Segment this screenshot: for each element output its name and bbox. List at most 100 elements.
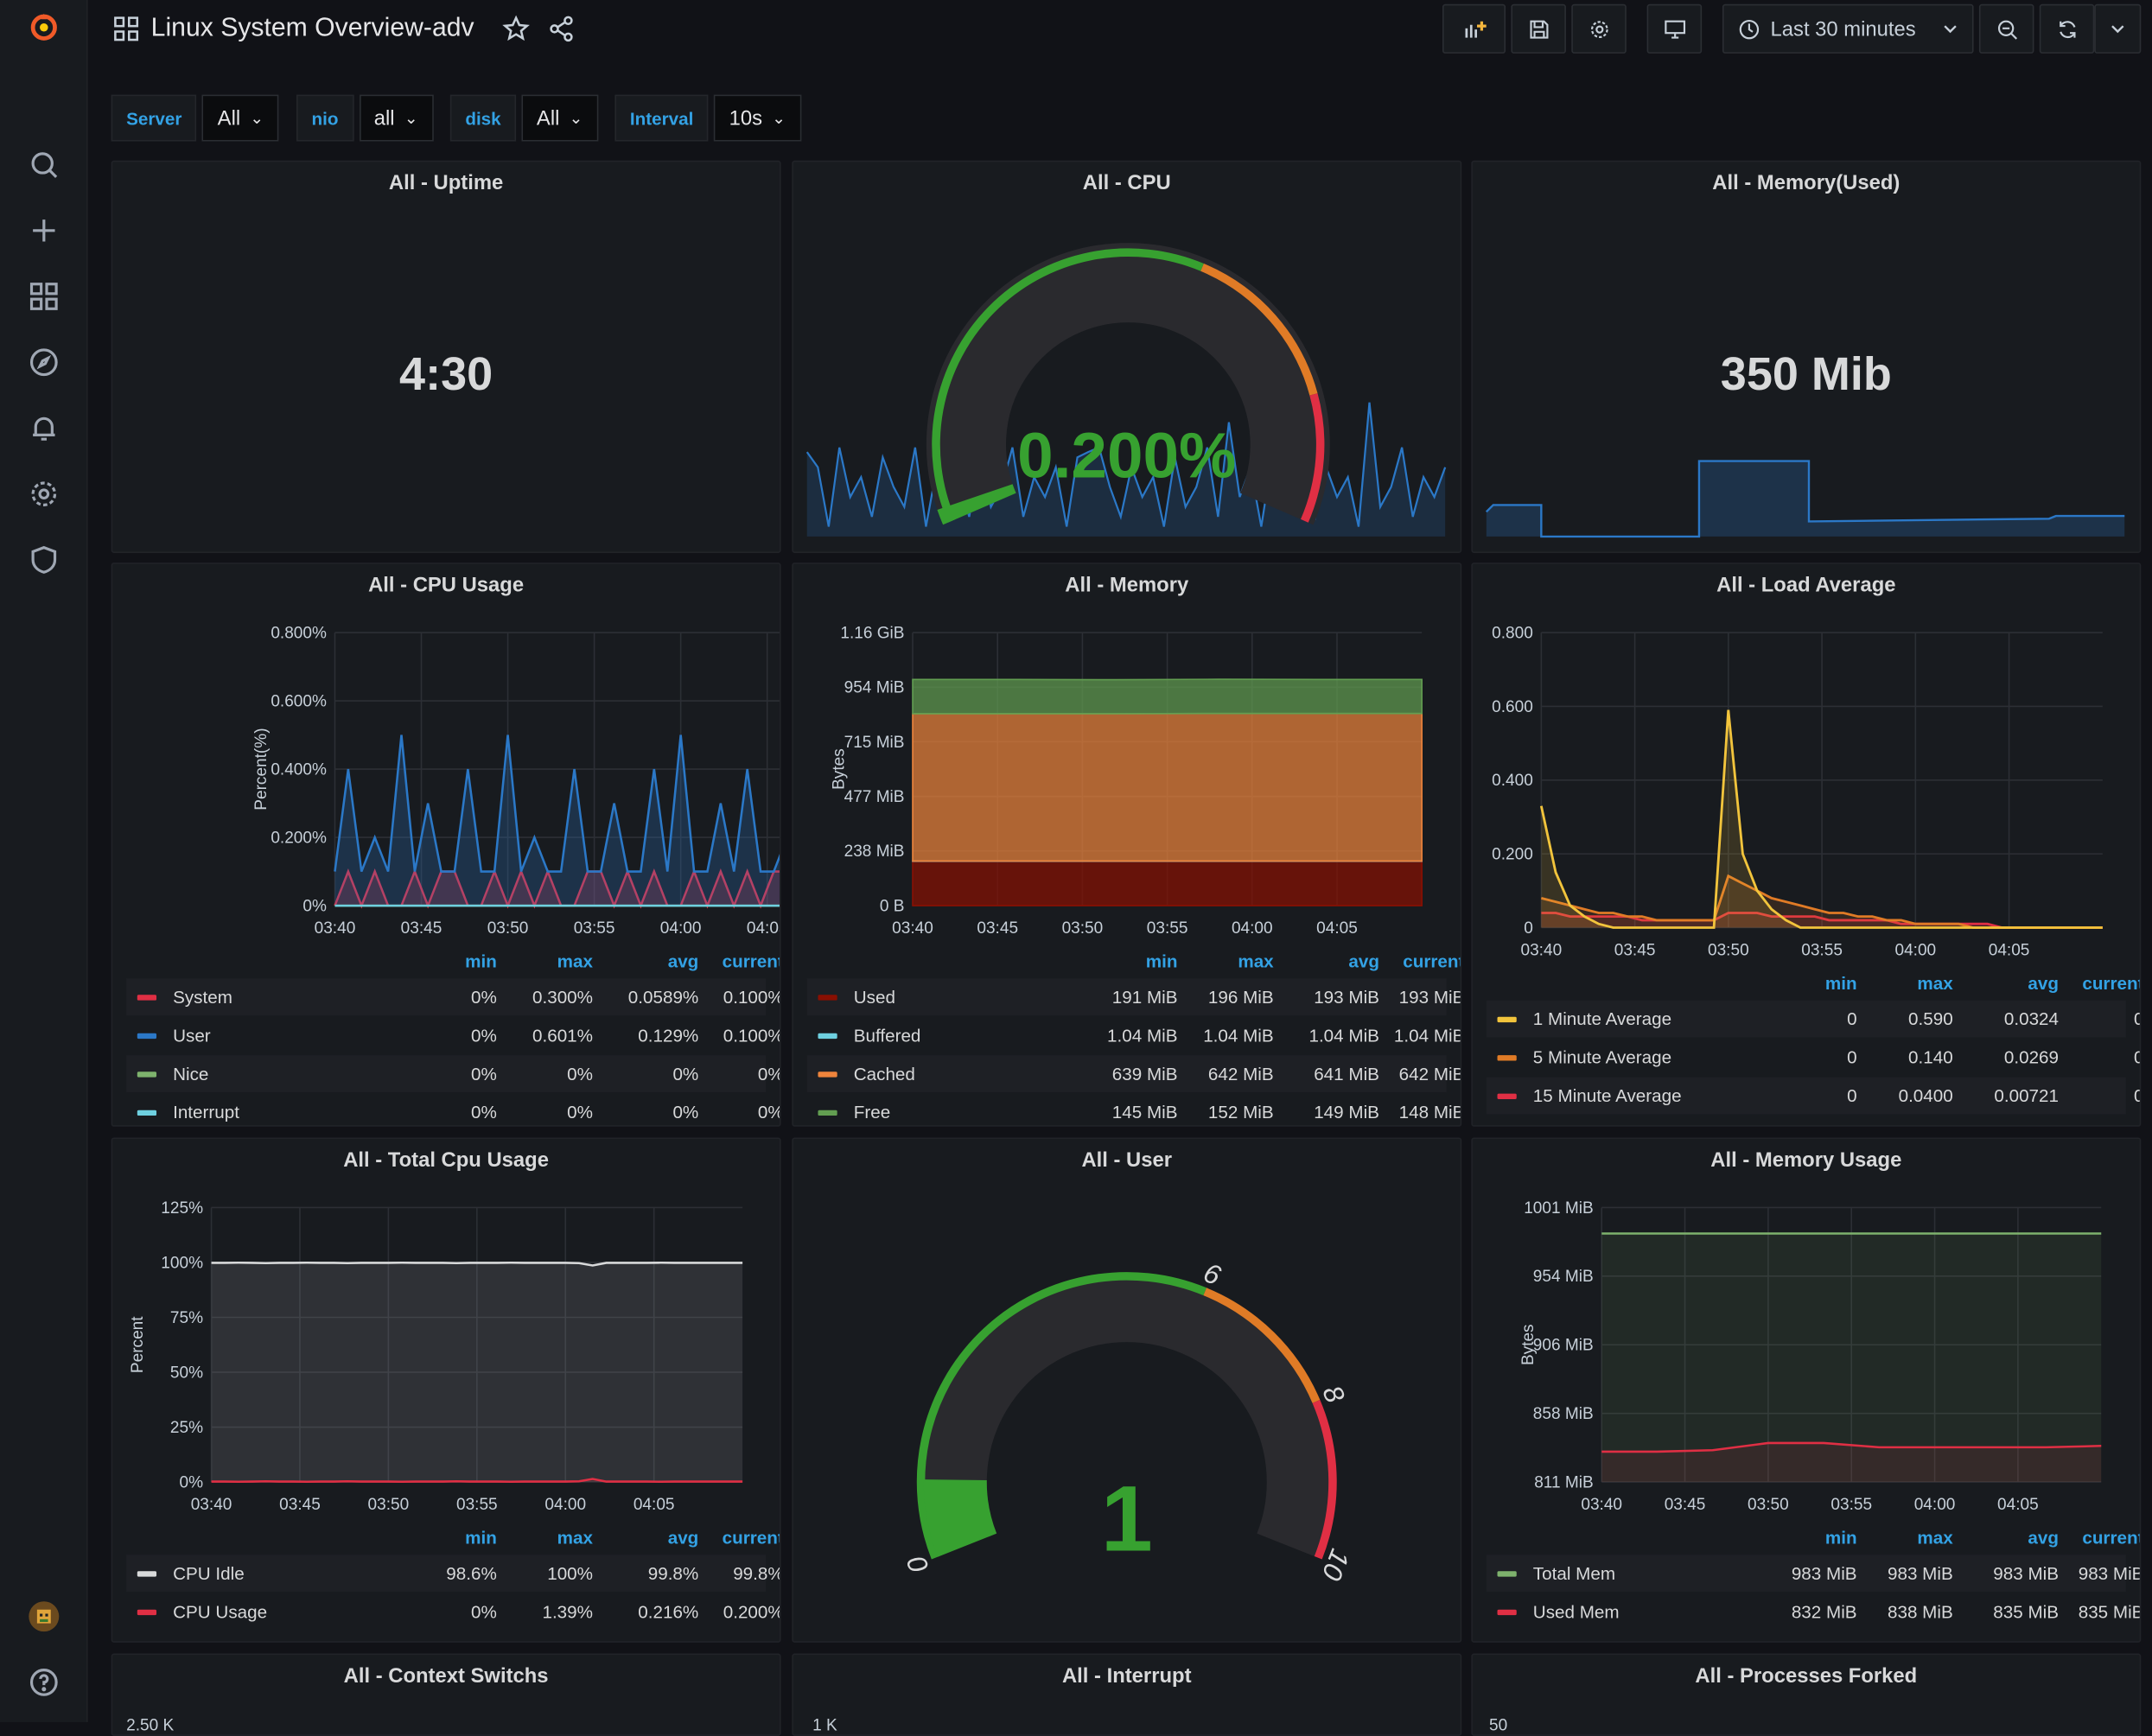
legend-header-current[interactable]: current [2061, 973, 2141, 1001]
avatar[interactable] [22, 1594, 66, 1638]
dashboards-grid-icon[interactable] [22, 275, 66, 319]
dashboard-title[interactable]: Linux System Overview-adv [151, 14, 474, 44]
legend-header-max[interactable]: max [1870, 1527, 1952, 1555]
star-icon[interactable] [502, 15, 530, 42]
legend-header-avg[interactable]: avg [1977, 1527, 2059, 1555]
legend-series-name[interactable]: 15 Minute Average [1533, 1078, 1682, 1115]
legend-header-avg[interactable]: avg [1297, 951, 1379, 978]
legend-series-name[interactable]: System [173, 978, 232, 1015]
variable-select[interactable]: 10s⌄ [714, 95, 800, 142]
x-axis-tick-label: 03:55 [1830, 1496, 1872, 1514]
legend-series-name[interactable]: Cached [854, 1055, 915, 1092]
grafana-logo-icon[interactable] [22, 5, 66, 49]
y-axis-label: Bytes [1519, 1324, 1538, 1365]
legend-series-name[interactable]: User [173, 1017, 211, 1054]
time-range-picker[interactable]: Last 30 minutes [1722, 4, 1974, 54]
legend-series-name[interactable]: 5 Minute Average [1533, 1039, 1671, 1076]
legend-series-name[interactable]: Buffered [854, 1017, 921, 1054]
legend-value-current: 0% [646, 1055, 781, 1092]
settings-button[interactable] [1571, 4, 1627, 54]
legend-header-max[interactable]: max [511, 951, 593, 978]
legend-header-min[interactable]: min [1095, 951, 1177, 978]
legend-series-name[interactable]: 1 Minute Average [1533, 1001, 1671, 1038]
refresh-button[interactable] [2040, 4, 2095, 54]
legend-header-min[interactable]: min [415, 951, 497, 978]
y-axis-tick-label: 0.200% [271, 829, 327, 847]
help-icon[interactable] [22, 1660, 66, 1704]
panel-processes-forked[interactable]: All - Processes Forked 50 [1471, 1654, 2141, 1736]
tv-mode-button[interactable] [1647, 4, 1703, 54]
legend-header-min[interactable]: min [415, 1527, 497, 1555]
panel-context-switchs[interactable]: All - Context Switchs 2.50 K [111, 1654, 781, 1736]
legend-header-avg[interactable]: avg [616, 1527, 698, 1555]
gear-icon[interactable] [22, 472, 66, 516]
legend-header-current[interactable]: current [1382, 951, 1461, 978]
variable-select[interactable]: All⌄ [202, 95, 279, 142]
legend-color-swatch [137, 1071, 156, 1077]
variable-select[interactable]: All⌄ [521, 95, 598, 142]
shield-icon[interactable] [22, 537, 66, 582]
legend-header-current[interactable]: current [701, 1527, 780, 1555]
legend-header-avg[interactable]: avg [616, 951, 698, 978]
legend-header-max[interactable]: max [1191, 951, 1273, 978]
bell-icon[interactable] [22, 406, 66, 450]
panel-total-cpu-usage[interactable]: All - Total Cpu Usage 0%25%50%75%100%125… [111, 1137, 781, 1642]
y-axis-tick: 1 K [812, 1715, 837, 1734]
legend-header-current[interactable]: current [2061, 1527, 2141, 1555]
legend-series-name[interactable]: Nice [173, 1055, 208, 1092]
panel-title: All - Uptime [112, 172, 780, 195]
x-axis-tick-label: 04:05 [1316, 919, 1358, 938]
legend-series-name[interactable]: CPU Usage [173, 1593, 267, 1631]
legend-series-name[interactable]: Free [854, 1094, 890, 1127]
legend-header-min[interactable]: min [1774, 1527, 1856, 1555]
legend-series-name[interactable]: Used [854, 978, 895, 1015]
zoom-out-button[interactable] [1979, 4, 2034, 54]
panel-interrupt[interactable]: All - Interrupt 1 K [792, 1654, 1461, 1736]
save-button[interactable] [1511, 4, 1566, 54]
legend-color-swatch [1498, 1055, 1517, 1060]
legend-header-min[interactable]: min [1774, 973, 1856, 1001]
panel-memory-used[interactable]: All - Memory(Used) 350 Mib [1471, 161, 2141, 553]
refresh-interval-dropdown[interactable] [2094, 4, 2141, 54]
legend-series-name[interactable]: CPU Idle [173, 1555, 245, 1592]
panel-cpu-usage[interactable]: All - CPU Usage 0%0.200%0.400%0.600%0.80… [111, 563, 781, 1127]
panel-cpu[interactable]: All - CPU 0.200% [792, 161, 1461, 553]
legend-series-name[interactable]: Used Mem [1533, 1593, 1620, 1631]
compass-icon[interactable] [22, 340, 66, 385]
legend-series-name[interactable]: Interrupt [173, 1094, 239, 1127]
add-panel-button[interactable] [1442, 4, 1506, 54]
search-icon[interactable] [22, 143, 66, 187]
legend-header-current[interactable]: current [701, 951, 780, 978]
variable-select[interactable]: all⌄ [359, 95, 433, 142]
legend-header-max[interactable]: max [511, 1527, 593, 1555]
legend-header-avg[interactable]: avg [1977, 973, 2059, 1001]
plus-icon[interactable] [22, 208, 66, 252]
share-icon[interactable] [548, 15, 576, 42]
legend-header-max[interactable]: max [1870, 973, 1952, 1001]
legend-series-name[interactable]: Total Mem [1533, 1555, 1615, 1592]
panel-uptime[interactable]: All - Uptime 4:30 [111, 161, 781, 553]
